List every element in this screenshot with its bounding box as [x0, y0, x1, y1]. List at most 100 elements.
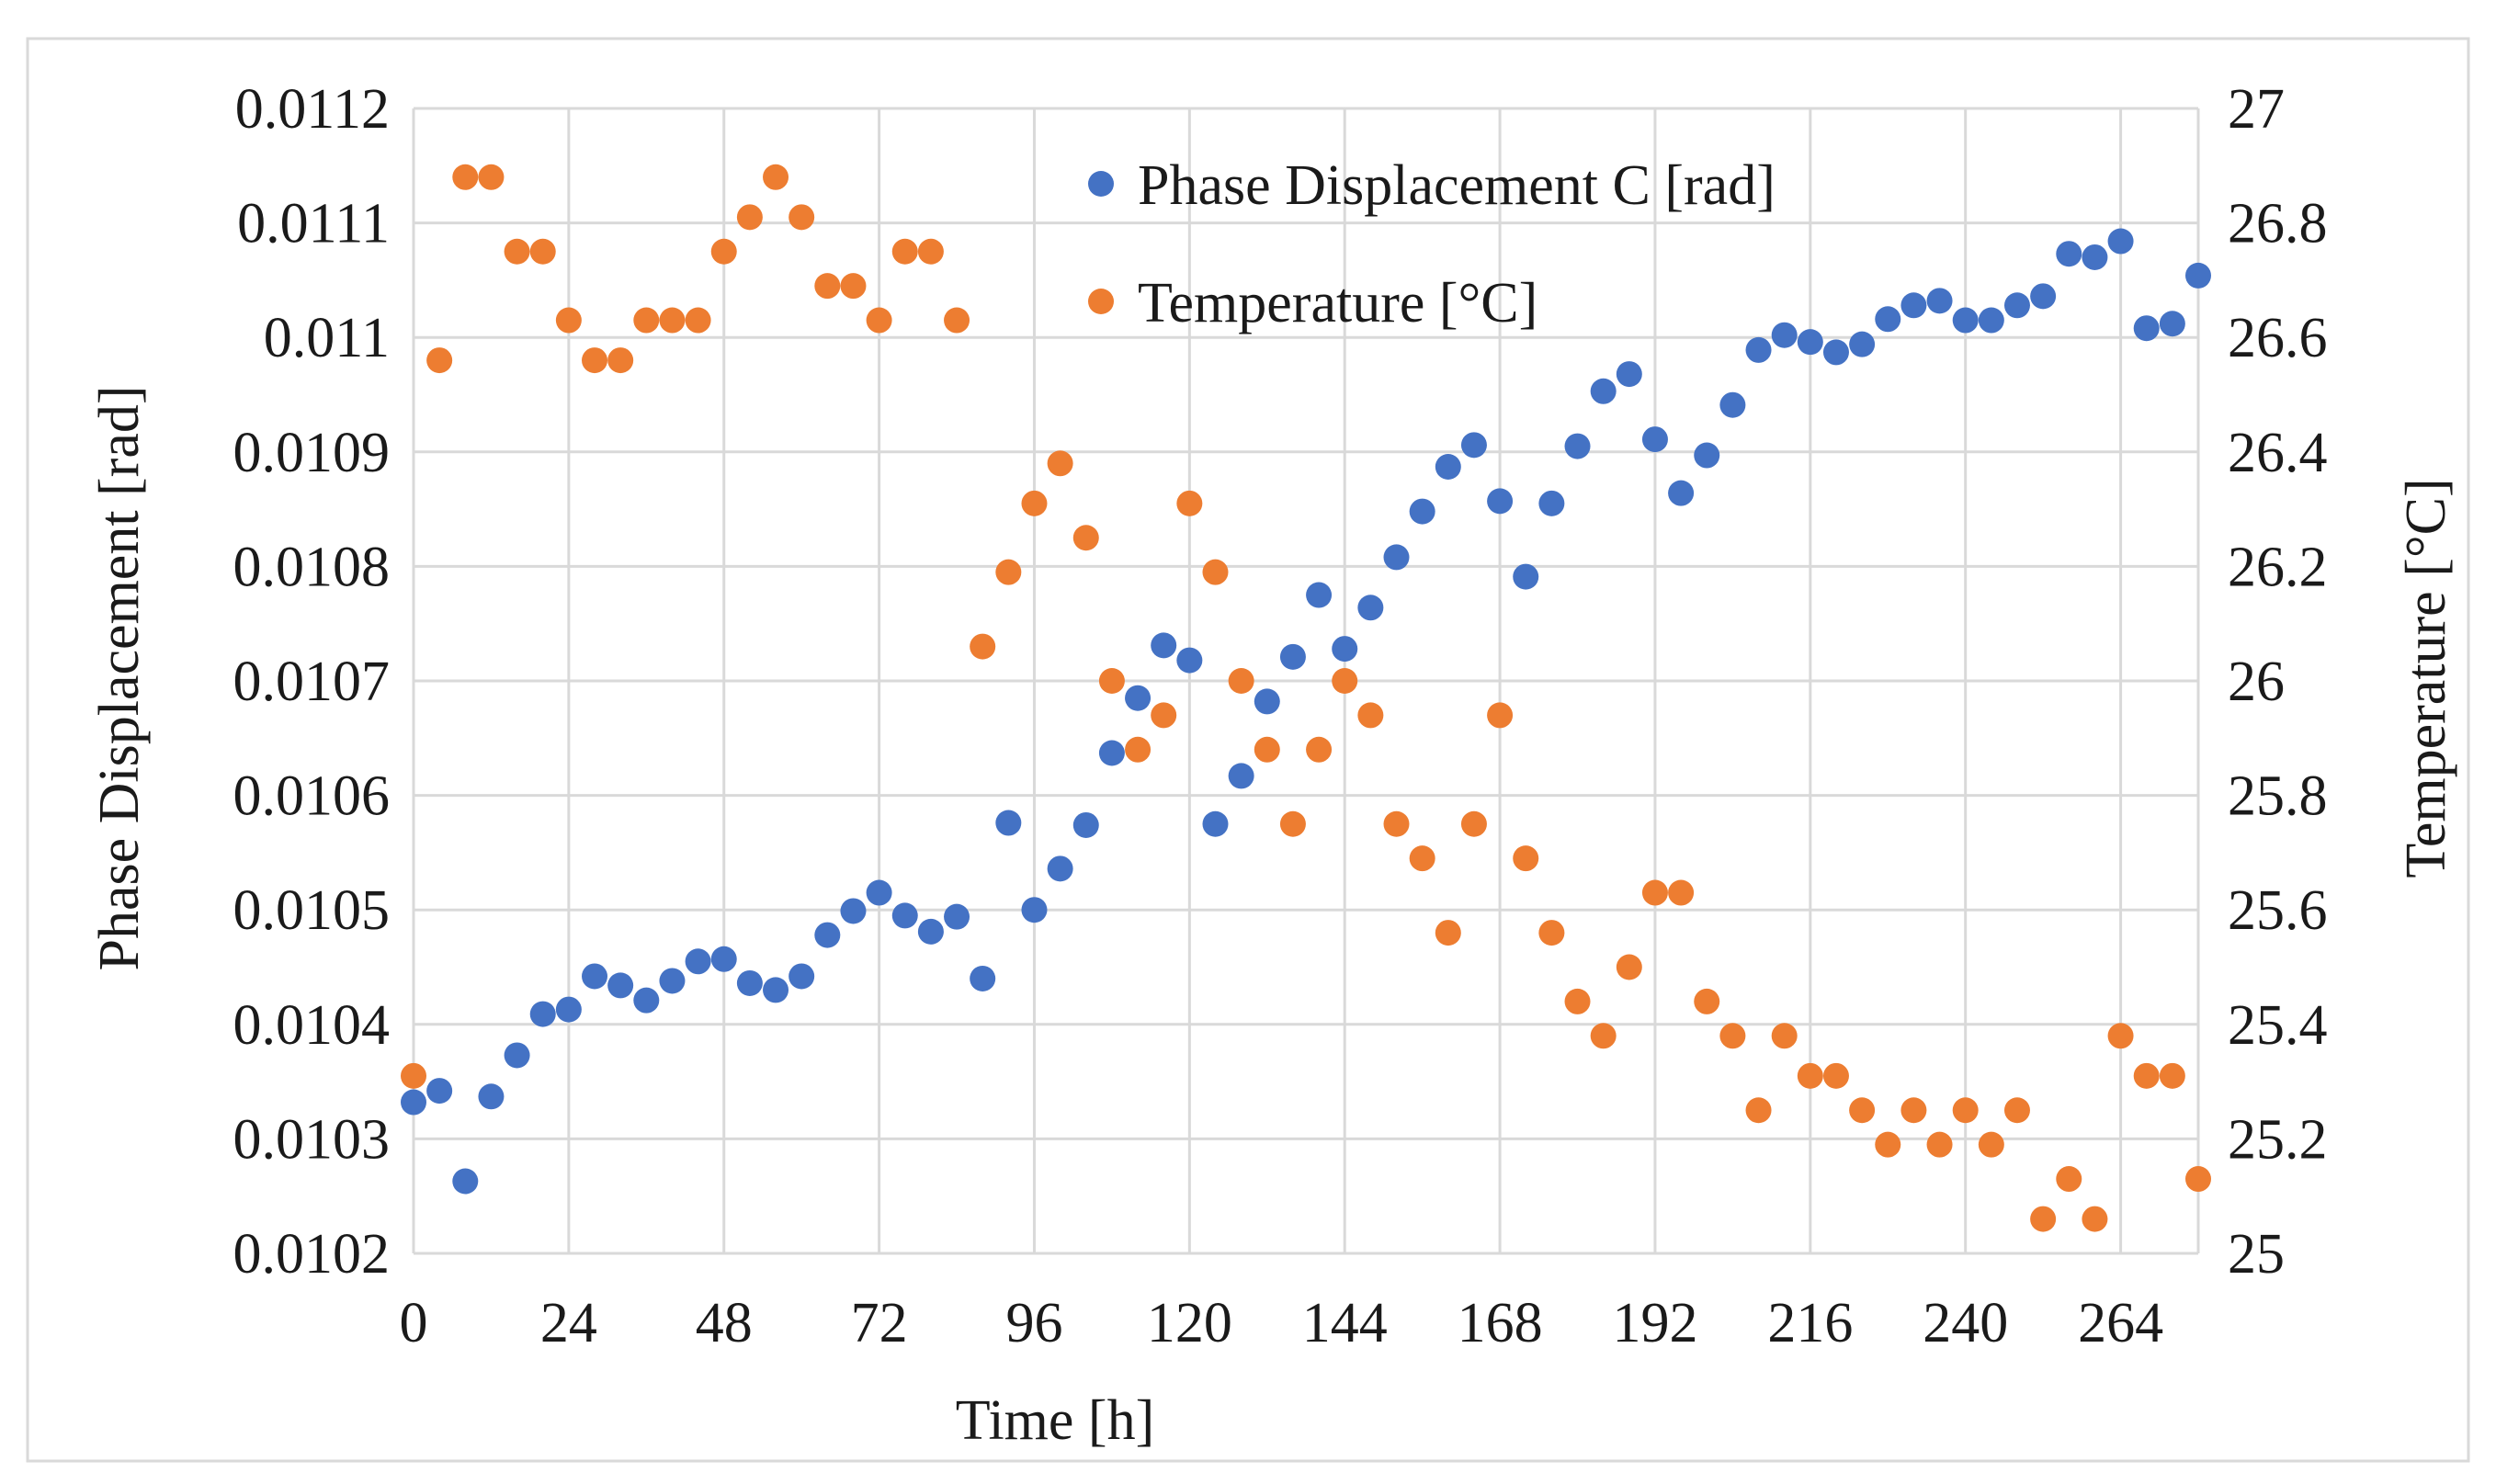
temperature-point	[1202, 559, 1229, 585]
phase-displacement-point	[555, 996, 582, 1023]
phase-displacement-point	[1978, 307, 2004, 334]
x-tick-labels: 0 24 48 72 96 120 144 168 192 216 240 264	[400, 1292, 2164, 1354]
phase-displacement-point	[1538, 490, 1565, 516]
phase-displacement-point	[763, 977, 789, 1003]
temperature-point	[1822, 1062, 1849, 1089]
temperature-point	[1513, 845, 1539, 872]
phase-displacement-point	[426, 1078, 453, 1105]
temperature-point	[763, 164, 789, 190]
temperature-point	[1668, 879, 1695, 906]
phase-displacement-point	[1332, 636, 1358, 663]
right-y-axis-title: Temperature [°C]	[2395, 478, 2457, 878]
x-tick-label: 264	[2078, 1292, 2163, 1354]
grid-layer	[412, 107, 2200, 1255]
temperature-point	[995, 559, 1022, 585]
temperature-point	[1590, 1023, 1617, 1049]
x-tick-label: 168	[1458, 1292, 1543, 1354]
temperature-point	[1383, 810, 1410, 837]
left-y-tick-label: 0.0107	[233, 651, 391, 713]
phase-displacement-point	[2185, 262, 2211, 289]
legend-label-phase-displacement: Phase Displacement C [rad]	[1138, 154, 1776, 217]
legend-marker-temperature	[1088, 289, 1114, 314]
temperature-point	[1849, 1097, 1876, 1124]
temperature-point	[2056, 1166, 2082, 1193]
phase-displacement-point	[970, 965, 996, 991]
phase-displacement-point	[1797, 329, 1823, 356]
temperature-point	[452, 164, 479, 190]
phase-displacement-point	[1719, 391, 1746, 418]
temperature-point	[685, 307, 711, 334]
phase-displacement-point	[1745, 336, 1772, 363]
right-y-tick-label: 26.8	[2228, 193, 2328, 255]
temperature-point	[2003, 1097, 2030, 1124]
phase-displacement-point	[1125, 685, 1152, 711]
phase-displacement-point	[633, 987, 660, 1014]
temperature-point	[1151, 702, 1177, 729]
phase-displacement-point	[1279, 643, 1306, 670]
x-tick-label: 144	[1302, 1292, 1388, 1354]
phase-displacement-point	[814, 922, 841, 948]
left-y-tick-label: 0.0109	[233, 422, 391, 484]
phase-displacement-point	[1822, 339, 1849, 366]
temperature-point	[1641, 879, 1668, 906]
phase-displacement-point	[840, 898, 867, 924]
phase-displacement-point	[789, 963, 815, 990]
phase-displacement-point	[1047, 855, 1073, 882]
temperature-point	[917, 238, 944, 265]
temperature-point	[1098, 668, 1125, 694]
temperature-point	[1978, 1131, 2004, 1158]
phase-displacement-point	[2107, 228, 2134, 255]
temperature-point	[1564, 988, 1591, 1014]
right-y-tick-labels: 25 25.2 25.4 25.6 25.8 26 26.2 26.4 26.6 26.8 27	[2228, 78, 2328, 1286]
phase-displacement-point	[1021, 897, 1048, 923]
phase-displacement-point	[1072, 811, 1099, 838]
phase-displacement-point	[1176, 647, 1203, 674]
temperature-point	[891, 238, 918, 265]
phase-displacement-point	[1668, 480, 1695, 506]
temperature-point	[789, 204, 815, 231]
phase-displacement-point	[1641, 426, 1668, 453]
phase-displacement-point	[1228, 763, 1254, 789]
left-y-axis-title: Phase Displacement [rad]	[88, 386, 151, 971]
right-y-tick-label: 26.4	[2228, 422, 2328, 484]
phase-displacement-point	[917, 918, 944, 945]
temperature-point	[1176, 490, 1203, 516]
x-tick-label: 240	[1923, 1292, 2008, 1354]
temperature-point	[659, 307, 686, 334]
phase-displacement-point	[1513, 563, 1539, 590]
phase-displacement-point	[1900, 292, 1927, 319]
phase-displacement-point	[1694, 442, 1720, 469]
phase-displacement-point	[504, 1042, 530, 1069]
temperature-point	[2185, 1166, 2211, 1193]
left-y-tick-label: 0.0111	[237, 193, 390, 255]
temperature-point	[1357, 702, 1384, 729]
phase-displacement-point	[1564, 433, 1591, 459]
phase-displacement-point	[1875, 306, 1901, 333]
temperature-point	[2030, 1206, 2057, 1232]
temperature-point	[1952, 1097, 1979, 1124]
phase-displacement-point	[607, 972, 634, 999]
phase-displacement-point	[1952, 307, 1979, 334]
right-y-tick-label: 25.2	[2228, 1108, 2328, 1171]
temperature-point	[478, 164, 505, 190]
right-y-tick-label: 26	[2228, 651, 2285, 713]
temperature-point	[2107, 1023, 2134, 1049]
right-y-tick-label: 26.2	[2228, 536, 2328, 598]
temperature-point	[1487, 702, 1514, 729]
temperature-point	[607, 347, 634, 374]
temperature-point	[1875, 1131, 1901, 1158]
phase-displacement-point	[1151, 632, 1177, 659]
temperature-point	[1797, 1062, 1823, 1089]
x-axis-title: Time [h]	[956, 1389, 1154, 1452]
left-y-tick-label: 0.0106	[233, 765, 391, 828]
temperature-point	[1072, 525, 1099, 551]
temperature-point	[1409, 845, 1435, 872]
phase-displacement-point	[1590, 378, 1617, 404]
phase-displacement-point	[1202, 810, 1229, 837]
legend-marker-phase-displacement	[1088, 171, 1114, 197]
temperature-point	[504, 238, 530, 265]
temperature-point	[1125, 736, 1152, 763]
temperature-point	[1254, 736, 1280, 763]
left-y-tick-labels: 0.0102 0.0103 0.0104 0.0105 0.0106 0.0107 0.01…	[233, 78, 391, 1286]
phase-displacement-point	[2133, 315, 2160, 342]
